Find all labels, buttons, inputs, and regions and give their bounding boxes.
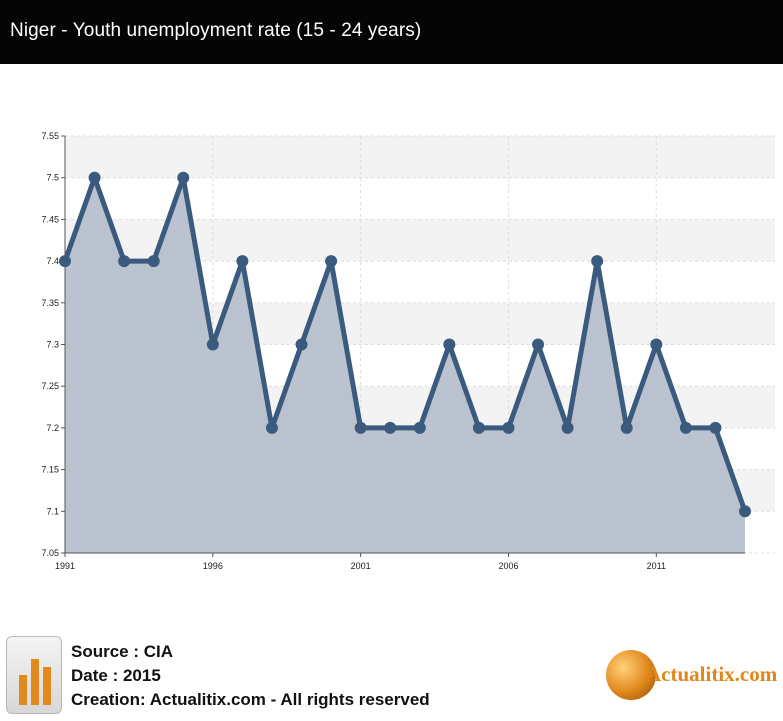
title-bar: Niger - Youth unemployment rate (15 - 24…	[0, 0, 783, 64]
footer-credits: Source : CIA Date : 2015 Creation: Actua…	[71, 640, 430, 712]
data-point	[354, 421, 367, 434]
data-point	[502, 421, 515, 434]
data-point	[472, 421, 485, 434]
y-tick-label: 7.45	[41, 214, 59, 224]
data-point	[236, 255, 249, 268]
chart-area: 7.55 7.5 7.45 7.4 7.35 7.3 7.25 7.2 7.15 7.1 7.05 1…	[41, 131, 775, 571]
data-point	[325, 255, 338, 268]
bar-chart-icon	[6, 636, 62, 714]
data-point	[413, 421, 426, 434]
y-tick-label: 7.2	[46, 423, 59, 433]
x-tick-label: 1991	[55, 561, 75, 571]
y-tick-label: 7.1	[46, 506, 59, 516]
data-point	[650, 338, 663, 351]
y-tick-label: 7.05	[41, 548, 59, 558]
source-text: Source : CIA	[71, 642, 174, 661]
data-point	[177, 171, 190, 184]
data-point	[384, 421, 397, 434]
y-tick-label: 7.3	[46, 340, 59, 350]
y-tick-label: 7.35	[41, 298, 59, 308]
x-tick-label: 2001	[351, 561, 371, 571]
series-line	[62, 175, 748, 513]
data-point	[147, 255, 160, 268]
data-point	[265, 421, 278, 434]
x-tick-label: 1996	[203, 561, 223, 571]
date-text: Date : 2015	[71, 666, 161, 685]
series-area	[65, 177, 745, 553]
data-point	[295, 338, 308, 351]
y-tick-label: 7.25	[41, 381, 59, 391]
grid-band	[65, 136, 775, 178]
brand-name: Actualitix.com	[646, 662, 778, 686]
x-tick-label: 2006	[498, 561, 518, 571]
data-point	[88, 171, 101, 184]
globe-icon	[606, 650, 656, 700]
data-point	[739, 505, 751, 518]
y-tick-label: 7.15	[41, 465, 59, 475]
y-tick-label: 7.4	[46, 256, 59, 266]
data-point	[443, 338, 456, 351]
actualitix-logo[interactable]: Actualitix.com	[600, 636, 783, 716]
data-point	[620, 421, 633, 434]
data-point	[206, 338, 219, 351]
data-point	[709, 421, 722, 434]
x-tick-label: 2011	[647, 561, 666, 571]
creation-text: Creation: Actualitix.com - All rights re…	[71, 690, 430, 709]
data-point	[532, 338, 545, 351]
data-point	[591, 255, 604, 268]
y-tick-label: 7.5	[46, 173, 59, 183]
data-point	[561, 421, 574, 434]
data-point	[118, 255, 131, 268]
y-tick-label: 7.55	[41, 131, 59, 141]
chart-title: Niger - Youth unemployment rate (15 - 24…	[10, 20, 422, 41]
data-point	[679, 421, 692, 434]
